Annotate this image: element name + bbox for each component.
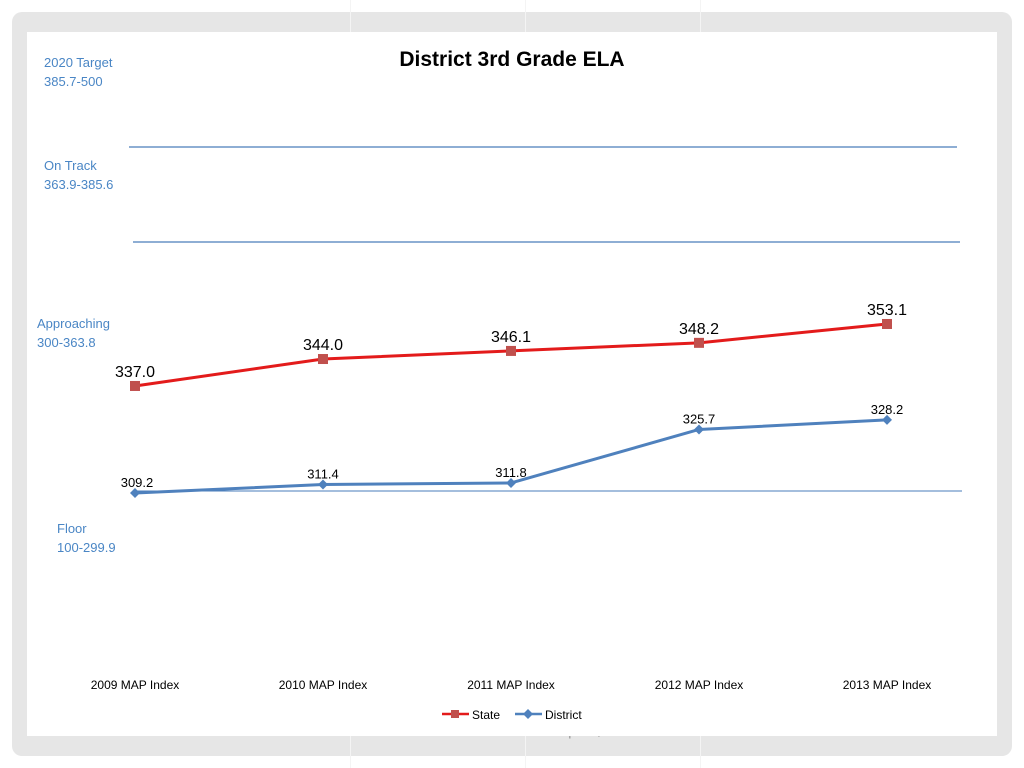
data-point [506, 477, 516, 488]
band-label-target: 2020 Target 385.7-500 [44, 55, 113, 89]
legend-swatch-marker [523, 709, 533, 719]
band-label-on-track: On Track 363.9-385.6 [44, 158, 113, 192]
band-name: 2020 Target [44, 55, 113, 70]
data-label: 346.1 [491, 329, 531, 346]
legend-label: District [545, 708, 582, 722]
series-district: 309.2 311.4 311.8 325.7 328.2 [121, 402, 904, 498]
data-point [318, 479, 328, 490]
legend: State District [442, 708, 582, 722]
band-label-floor: Floor 100-299.9 [57, 521, 116, 555]
data-label: 348.2 [679, 321, 719, 338]
data-label: 311.4 [307, 467, 339, 482]
legend-item-district: District [515, 708, 582, 722]
band-name: Approaching [37, 316, 110, 331]
data-point [694, 424, 704, 435]
band-range: 385.7-500 [44, 74, 103, 89]
legend-label: State [472, 708, 500, 722]
band-label-approaching: Approaching 300-363.8 [37, 316, 110, 350]
data-point [318, 354, 328, 365]
data-label: 325.7 [683, 411, 716, 426]
data-label: 328.2 [871, 402, 904, 417]
data-point [506, 345, 516, 356]
line-chart: District 3rd Grade ELA 2020 Target 385.7… [37, 48, 962, 722]
x-tick-label: 2012 MAP Index [655, 678, 744, 692]
x-axis-tick-labels: 2009 MAP Index 2010 MAP Index 2011 MAP Ind… [91, 678, 932, 692]
data-label: 309.2 [121, 475, 154, 490]
chart-area: District 3rd Grade ELA 2020 Target 385.7… [27, 32, 997, 736]
band-name: On Track [44, 158, 97, 173]
band-name: Floor [57, 521, 87, 536]
data-point [694, 337, 704, 348]
legend-swatch-marker [451, 710, 459, 718]
series-layer: 337.0 344.0 346.1 348.2 353.1 309.2 311.4 311.8… [115, 302, 907, 498]
data-label: 353.1 [867, 302, 907, 319]
band-range: 363.9-385.6 [44, 177, 113, 192]
data-point [130, 380, 140, 391]
band-range: 300-363.8 [37, 335, 96, 350]
data-label: 337.0 [115, 364, 155, 381]
data-point [130, 488, 140, 498]
data-point [882, 318, 892, 329]
data-point [882, 414, 892, 425]
legend-item-state: State [442, 708, 500, 722]
x-tick-label: 2010 MAP Index [279, 678, 368, 692]
x-tick-label: 2011 MAP Index [467, 678, 555, 692]
series-state: 337.0 344.0 346.1 348.2 353.1 [115, 302, 907, 391]
data-label: 344.0 [303, 337, 343, 354]
band-range: 100-299.9 [57, 540, 116, 555]
chart-title: District 3rd Grade ELA [399, 48, 624, 71]
data-label: 311.8 [495, 465, 527, 480]
x-tick-label: 2013 MAP Index [843, 678, 932, 692]
x-tick-label: 2009 MAP Index [91, 678, 180, 692]
